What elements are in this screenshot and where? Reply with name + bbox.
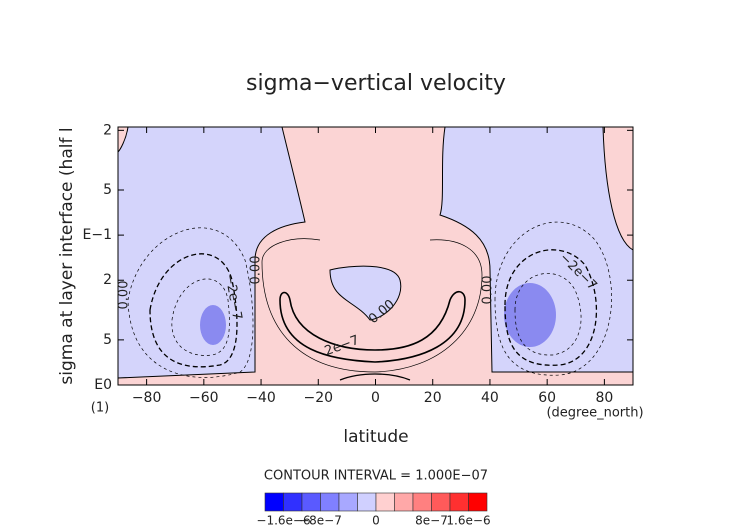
contour-interval: CONTOUR INTERVAL = 1.000E−07 [264,469,488,484]
field [117,126,634,386]
colorbar-swatch [301,492,321,512]
negative-region [329,265,402,321]
x-axis-label: latitude [343,427,408,447]
colorbar-swatch [283,492,303,512]
y-tick-label: E−1 [83,227,112,243]
x-tick-label: 60 [538,390,556,406]
strong-negative [200,305,226,345]
x-tick-label: −80 [132,390,162,406]
y-units: (1) [91,401,109,416]
x-tick-label: −20 [304,390,334,406]
x-tick-label: 20 [424,390,442,406]
contour-label: 0.00 [249,256,264,285]
x-units: (degree_north) [546,406,643,421]
colorbar-swatch [449,492,469,512]
colorbar-tick-label: −1.6e−6 [256,514,310,528]
y-tick-label: E0 [94,377,112,393]
contour-label: 0.00 [481,276,496,305]
x-tick-label: −40 [246,390,276,406]
y-tick-label: 2 [103,272,112,288]
colorbar-swatch [375,492,395,512]
y-tick-label: 5 [103,332,112,348]
colorbar-swatch [338,492,358,512]
contour-label: 0.00 [117,281,132,310]
strong-negative [504,283,556,347]
colorbar-tick-label: −8e−7 [299,514,342,528]
x-tick-label: 40 [481,390,499,406]
colorbar-tick-label: 1.6e−6 [446,514,490,528]
colorbar-swatch [468,492,488,512]
colorbar-swatch [357,492,377,512]
y-tick-label: 5 [103,182,112,198]
colorbar-tick-label: 8e−7 [415,514,448,528]
colorbar-swatch [320,492,340,512]
colorbar-swatch [412,492,432,512]
y-tick-label: 2 [103,122,112,138]
x-tick-label: 80 [595,390,613,406]
chart-title: sigma−vertical velocity [246,71,506,96]
colorbar-tick-label: 0 [372,514,380,528]
colorbar-swatch [264,492,284,512]
y-axis-label: sigma at layer interface (half l [57,127,77,384]
x-tick-label: −60 [189,390,219,406]
colorbar-swatch [394,492,414,512]
colorbar-swatch [431,492,451,512]
x-tick-label: 0 [371,390,380,406]
contours [127,221,612,381]
